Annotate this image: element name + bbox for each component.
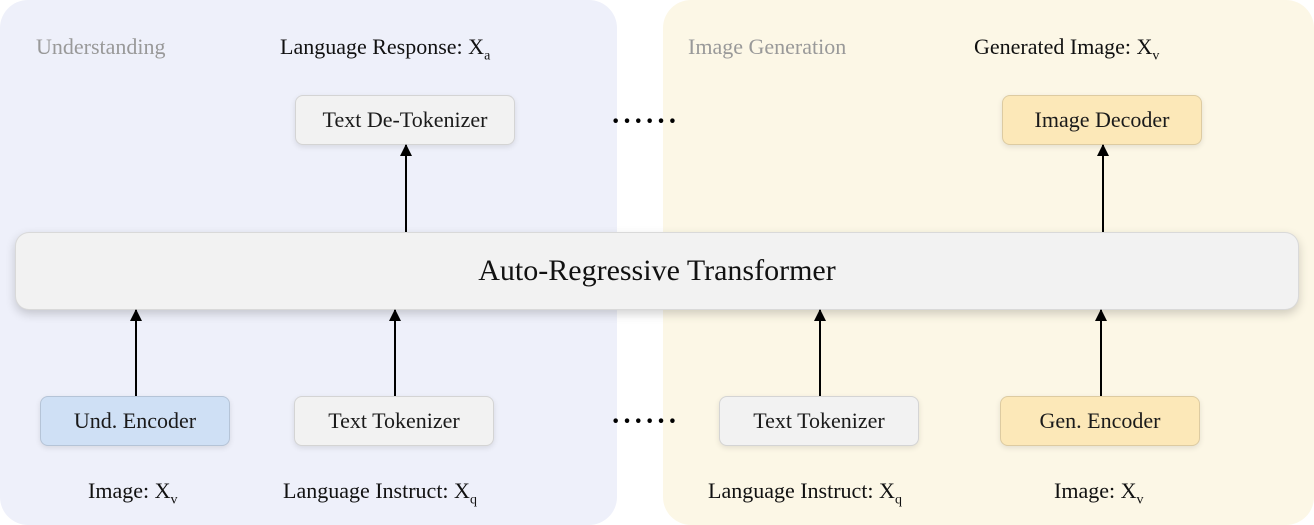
arrow-ttokr-up	[819, 310, 821, 396]
box-text-tokenizer-left: Text Tokenizer	[294, 396, 494, 446]
box-und-encoder: Und. Encoder	[40, 396, 230, 446]
dots-upper: ······	[611, 106, 679, 138]
arrow-detok-up	[405, 145, 407, 232]
arrow-imgdec-up	[1102, 145, 1104, 232]
label-image-right: Image: Xv	[1054, 478, 1143, 508]
label-lang-right-text: Language Instruct: X	[708, 478, 895, 503]
heading-understanding: Understanding	[36, 34, 166, 60]
box-transformer: Auto-Regressive Transformer	[15, 232, 1299, 310]
box-text-tokenizer-right: Text Tokenizer	[719, 396, 919, 446]
heading-language-response-sub: a	[484, 48, 490, 63]
arrow-und-up	[135, 310, 137, 396]
label-image-left: Image: Xv	[88, 478, 177, 508]
label-lang-left-text: Language Instruct: X	[283, 478, 470, 503]
arrow-gen-up	[1100, 310, 1102, 396]
heading-understanding-text: Understanding	[36, 34, 166, 59]
box-image-decoder: Image Decoder	[1002, 95, 1202, 145]
box-text-detokenizer: Text De-Tokenizer	[295, 95, 515, 145]
box-gen-encoder: Gen. Encoder	[1000, 396, 1200, 446]
box-text-tokenizer-right-label: Text Tokenizer	[753, 408, 885, 434]
box-text-detokenizer-label: Text De-Tokenizer	[323, 107, 488, 133]
dots-upper-text: ······	[611, 106, 679, 137]
label-lang-left: Language Instruct: Xq	[283, 478, 477, 508]
heading-language-response-text: Language Response: X	[280, 34, 484, 59]
heading-generated-image: Generated Image: Xv	[974, 34, 1159, 64]
label-lang-right-sub: q	[895, 492, 902, 507]
label-image-right-text: Image: X	[1054, 478, 1136, 503]
box-text-tokenizer-left-label: Text Tokenizer	[328, 408, 460, 434]
label-image-right-sub: v	[1136, 492, 1143, 507]
box-gen-encoder-label: Gen. Encoder	[1040, 408, 1161, 434]
box-transformer-label: Auto-Regressive Transformer	[478, 254, 835, 288]
heading-image-generation-text: Image Generation	[688, 34, 846, 59]
label-lang-right: Language Instruct: Xq	[708, 478, 902, 508]
box-image-decoder-label: Image Decoder	[1035, 107, 1170, 133]
label-lang-left-sub: q	[470, 492, 477, 507]
heading-image-generation: Image Generation	[688, 34, 846, 60]
arrow-ttokl-up	[394, 310, 396, 396]
label-image-left-sub: v	[170, 492, 177, 507]
heading-generated-image-text: Generated Image: X	[974, 34, 1152, 59]
heading-language-response: Language Response: Xa	[280, 34, 490, 64]
label-image-left-text: Image: X	[88, 478, 170, 503]
dots-lower-text: ······	[611, 406, 679, 437]
box-und-encoder-label: Und. Encoder	[74, 408, 196, 434]
heading-generated-image-sub: v	[1152, 48, 1159, 63]
dots-lower: ······	[611, 406, 679, 438]
